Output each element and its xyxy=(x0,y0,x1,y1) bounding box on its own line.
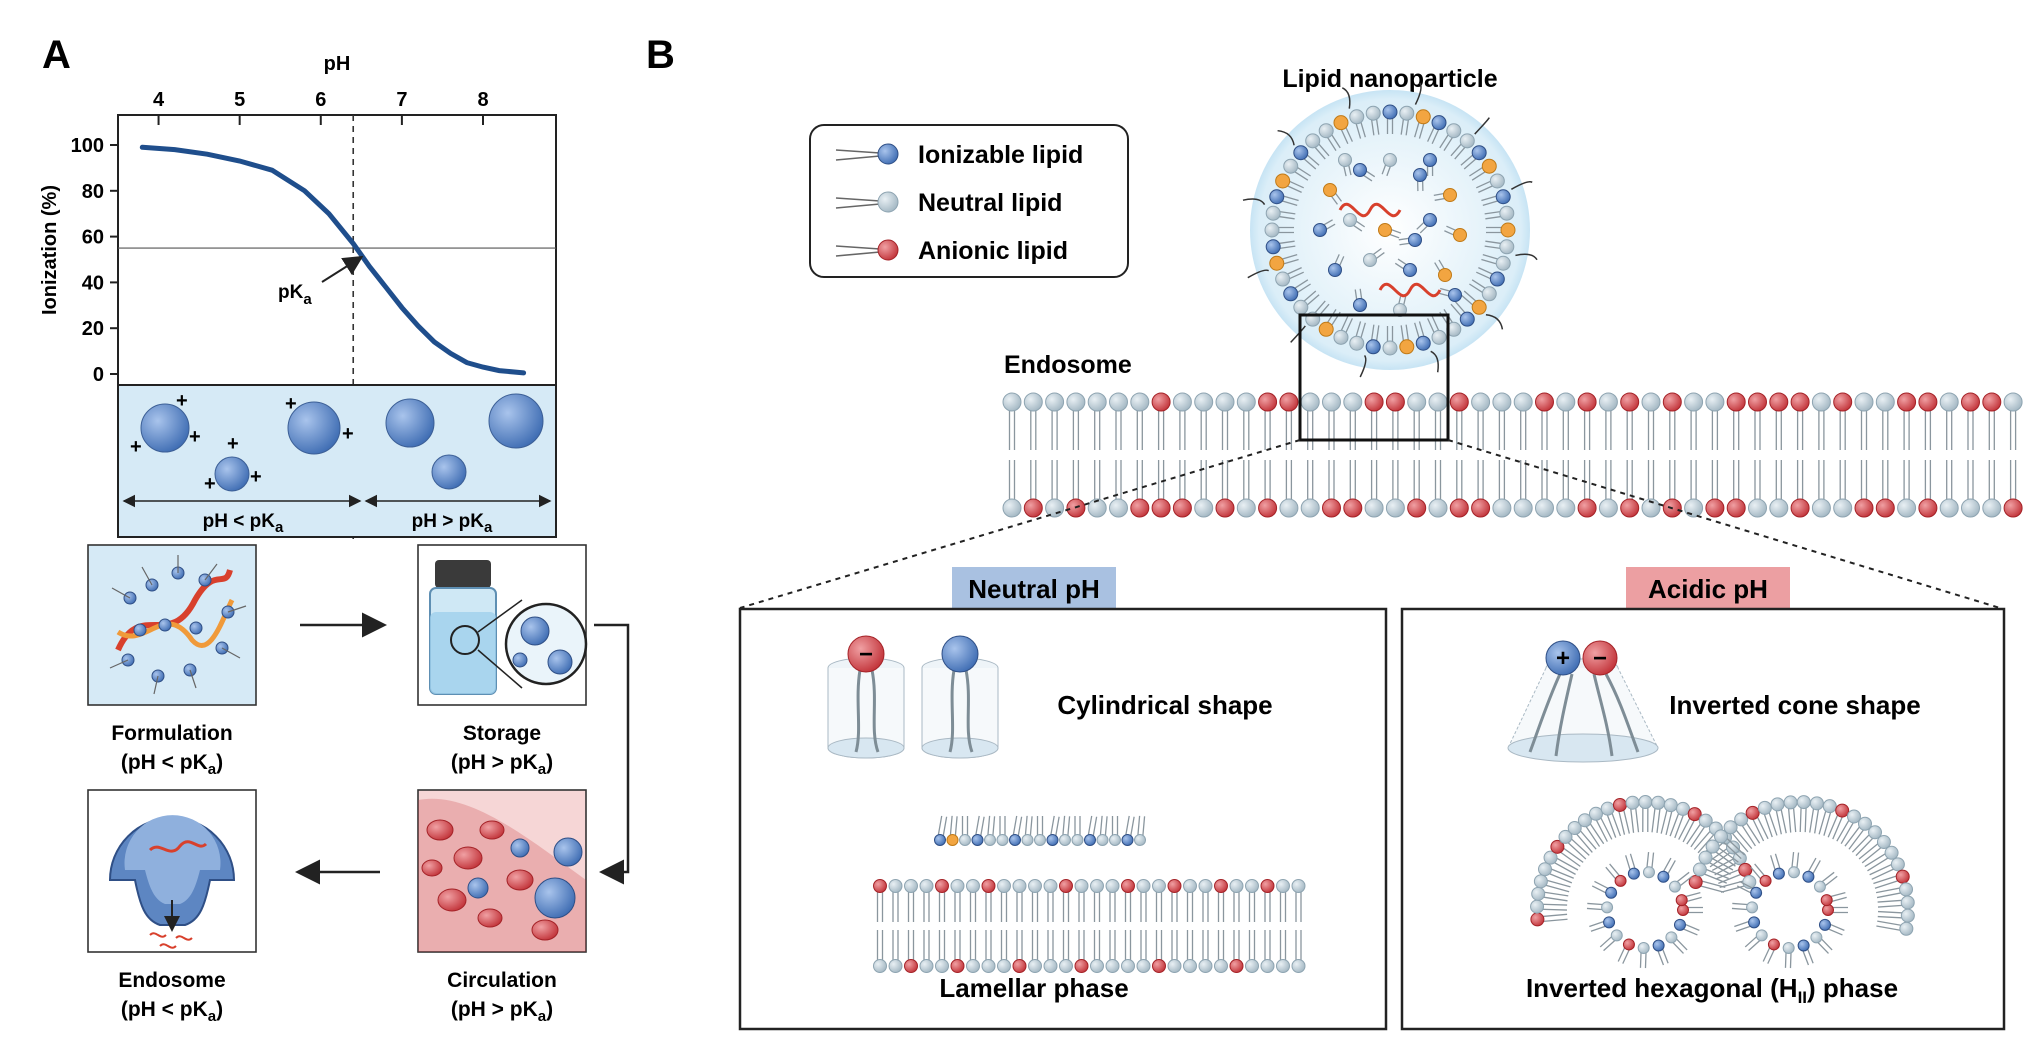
x-tick-label: 5 xyxy=(234,89,245,111)
lamellar-bilayer xyxy=(873,879,1306,973)
svg-text:−: − xyxy=(1593,645,1607,672)
cylinder-ionizable xyxy=(921,635,999,759)
stage-formulation-cond: (pH < pKa) xyxy=(121,751,223,778)
stage-storage: Storage (pH > pKa) xyxy=(417,544,588,778)
stage-storage-name: Storage xyxy=(463,722,541,745)
mrna-strand xyxy=(1338,202,1402,218)
ionization-chart: pH Ionization (%) 4 5 6 7 8 100 80 60 40 20 0 pKa xyxy=(39,53,557,542)
pka-arrow xyxy=(321,255,364,283)
y-tick-label: 100 xyxy=(71,135,104,157)
y-tick-label: 20 xyxy=(82,318,104,340)
svg-text:+: + xyxy=(227,433,239,455)
stage-circulation: Circulation (pH > pKa) xyxy=(417,789,587,1025)
vial-cap xyxy=(435,560,491,588)
y-ticks: 100 80 60 40 20 0 xyxy=(71,135,118,386)
lnp-particle xyxy=(431,454,467,490)
pka-label: pKa xyxy=(278,282,312,308)
svg-text:+: + xyxy=(176,390,188,412)
panel-a-letter: A xyxy=(42,33,71,77)
acidic-ph-tag-label: Acidic pH xyxy=(1648,574,1768,604)
lnp-shell xyxy=(1242,82,1538,378)
cylindrical-shape-label: Cylindrical shape xyxy=(1057,690,1272,720)
svg-text:+: + xyxy=(189,426,201,448)
panel-b-letter: B xyxy=(646,33,675,77)
endosome-label: Endosome xyxy=(1004,351,1132,379)
y-tick-label: 80 xyxy=(82,181,104,203)
stage-circulation-cond: (pH > pKa) xyxy=(451,998,553,1025)
lnp-particle xyxy=(214,456,250,492)
svg-text:Neutral lipid: Neutral lipid xyxy=(918,189,1062,217)
lamellar-monolayer xyxy=(934,815,1146,846)
neutral-ph-tag xyxy=(952,567,1116,609)
acidic-ph-panel: Acidic pH + − Inverted cone shape Invert… xyxy=(1400,567,2006,1031)
legend-item-anionic: Anionic lipid xyxy=(835,237,1068,265)
stage-endosome: Endosome (pH < pKa) xyxy=(87,789,257,1025)
magnifier xyxy=(504,602,588,686)
stage-endosome-name: Endosome xyxy=(118,969,225,992)
stage-formulation-name: Formulation xyxy=(111,722,232,745)
legend-item-neutral: Neutral lipid xyxy=(835,189,1062,217)
inverted-cone-label: Inverted cone shape xyxy=(1669,690,1920,720)
cylinder-anionic: − xyxy=(827,635,905,759)
y-tick-label: 60 xyxy=(82,227,104,249)
ph-compare-box: + + + + + + + + pH < pKa pH > pKa xyxy=(117,384,557,538)
x-tick-label: 8 xyxy=(477,89,488,111)
y-axis-label: Ionization (%) xyxy=(39,185,61,315)
mrna-strand xyxy=(1378,282,1442,298)
acidic-ph-tag xyxy=(1626,567,1790,609)
lnp-core xyxy=(1313,153,1467,317)
svg-text:−: − xyxy=(859,641,873,668)
ph-above-pka-label: pH > pKa xyxy=(412,511,493,536)
x-ticks: 4 5 6 7 8 xyxy=(153,89,489,125)
x-tick-label: 6 xyxy=(315,89,326,111)
stage-storage-cond: (pH > pKa) xyxy=(451,751,553,778)
flow-arrow xyxy=(594,623,630,885)
lnp-particle xyxy=(140,403,190,453)
x-tick-label: 7 xyxy=(396,89,407,111)
hexagonal-phase-structure xyxy=(1530,795,1915,969)
svg-text:+: + xyxy=(130,436,142,458)
charge-signs: + + + + + + + + xyxy=(130,390,354,495)
lipid-nanoparticle-label: Lipid nanoparticle xyxy=(1282,65,1497,93)
lipid-nanoparticle xyxy=(1242,82,1538,378)
svg-text:Anionic lipid: Anionic lipid xyxy=(918,237,1068,265)
stage-circulation-name: Circulation xyxy=(447,969,557,992)
neutral-ph-tag-label: Neutral pH xyxy=(968,574,1099,604)
svg-text:Ionizable lipid: Ionizable lipid xyxy=(918,141,1083,169)
legend-item-ionizable: Ionizable lipid xyxy=(835,141,1083,169)
inverted-cone: + − xyxy=(1507,640,1659,763)
hexagonal-phase-label: Inverted hexagonal (HII) phase xyxy=(1526,973,1898,1007)
y-tick-label: 0 xyxy=(93,364,104,386)
lipid-legend: Ionizable lipid Neutral lipid Anionic li… xyxy=(809,124,1129,278)
zoom-line xyxy=(739,439,1301,609)
svg-text:+: + xyxy=(250,466,262,488)
ionization-curve xyxy=(139,144,527,376)
lnp-particle xyxy=(385,398,435,448)
zoom-line xyxy=(1447,439,2001,609)
svg-text:+: + xyxy=(285,393,297,415)
lnp-particle xyxy=(488,393,544,449)
lamellar-phase-label: Lamellar phase xyxy=(939,973,1128,1003)
svg-text:+: + xyxy=(342,423,354,445)
stage-formulation: Formulation (pH < pKa) xyxy=(87,544,257,778)
x-axis-label: pH xyxy=(324,53,351,75)
y-tick-label: 40 xyxy=(82,272,104,294)
endosome-membrane xyxy=(1002,392,2023,518)
x-tick-label: 4 xyxy=(153,89,165,111)
ph-below-pka-label: pH < pKa xyxy=(203,511,284,536)
zoom-box xyxy=(1298,313,1450,442)
svg-text:+: + xyxy=(1556,645,1570,672)
lnp-particle xyxy=(287,401,341,455)
svg-text:+: + xyxy=(204,473,216,495)
neutral-ph-panel: Neutral pH − Cylindrical shape Lamellar … xyxy=(738,567,1388,1031)
stage-endosome-cond: (pH < pKa) xyxy=(121,998,223,1025)
chart-frame xyxy=(117,114,557,386)
